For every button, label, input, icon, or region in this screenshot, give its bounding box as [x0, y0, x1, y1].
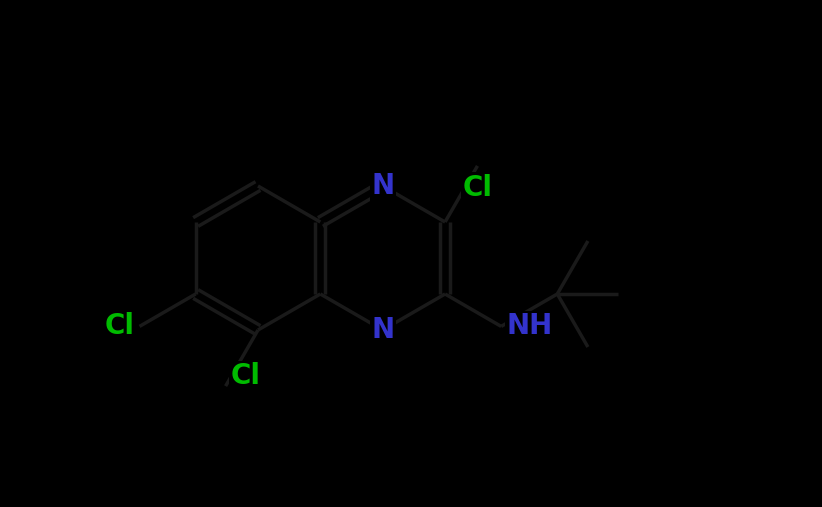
Text: NH: NH — [506, 312, 552, 340]
Text: N: N — [372, 316, 395, 344]
Text: Cl: Cl — [104, 312, 135, 340]
Text: N: N — [372, 172, 395, 200]
Text: Cl: Cl — [231, 362, 261, 390]
Text: Cl: Cl — [463, 174, 492, 202]
